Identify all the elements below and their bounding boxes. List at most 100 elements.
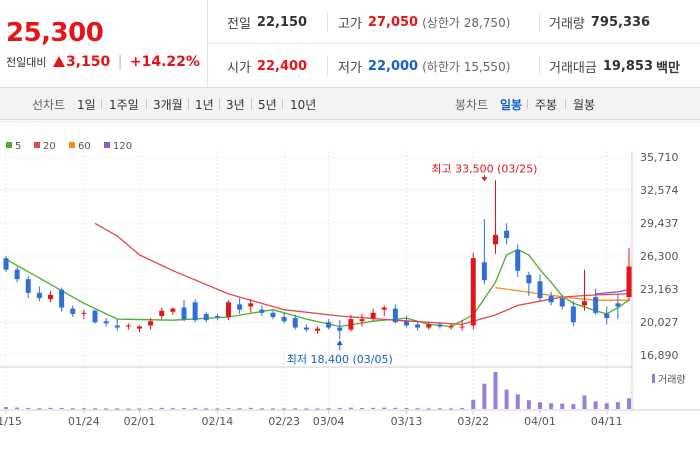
- volume-bar: [582, 395, 587, 409]
- volume-bar: [593, 401, 598, 409]
- y-tick-label: 35,710: [640, 151, 679, 164]
- candle-daily[interactable]: 일봉: [500, 98, 523, 112]
- candle-body: [270, 312, 276, 318]
- candle-body: [470, 258, 476, 326]
- candle-monthly[interactable]: 월봉: [573, 98, 596, 112]
- candle-body: [14, 269, 20, 280]
- volume-bar: [93, 408, 97, 410]
- volume-bar: [81, 408, 86, 410]
- candle-body: [203, 313, 209, 321]
- candle-body: [615, 303, 621, 307]
- divider: [327, 12, 328, 32]
- lower-limit: (하한가 15,550): [422, 59, 511, 74]
- period-3y[interactable]: 3년: [226, 98, 245, 112]
- prev-close-label: 전일: [227, 16, 251, 32]
- amount-value: 19,853: [602, 58, 654, 74]
- open-label: 시가: [227, 60, 251, 76]
- candle-body: [359, 319, 365, 322]
- candle-body: [604, 313, 610, 319]
- volume-bar: [360, 408, 364, 410]
- volume-label: 거래량: [549, 16, 585, 32]
- period-5y[interactable]: 5년: [258, 98, 277, 112]
- volume-bar: [549, 403, 554, 409]
- candle-body: [25, 279, 31, 293]
- x-tick-label: 02/01: [124, 415, 156, 428]
- legend-label-ma20: 20: [43, 141, 56, 152]
- legend-label-ma5: 5: [15, 141, 21, 152]
- candle-body: [70, 308, 76, 314]
- volume-bar: [526, 400, 531, 409]
- candle-body: [448, 326, 454, 328]
- divider: [327, 56, 328, 76]
- candle-body: [582, 301, 587, 306]
- candle-body: [248, 303, 254, 307]
- candle-body: [570, 306, 576, 323]
- period-1d[interactable]: 1일: [77, 98, 96, 112]
- candle-body: [493, 234, 498, 245]
- volume-bar: [627, 398, 631, 409]
- price-change: 전일대비 3,150 | +14.22%: [6, 54, 200, 70]
- period-10y[interactable]: 10년: [290, 98, 317, 112]
- candle-chart-title: 봉차트: [455, 98, 489, 112]
- candle-body: [3, 258, 9, 270]
- ma-line-120: [595, 289, 630, 295]
- amount-label: 거래대금: [549, 60, 597, 76]
- candle-body: [303, 327, 309, 330]
- volume-bar: [571, 404, 576, 409]
- volume-bar: [59, 408, 64, 410]
- ma-line-60: [495, 286, 629, 301]
- y-tick-label: 26,300: [640, 250, 679, 263]
- candle-body: [181, 307, 187, 320]
- quote-row-2: 시가 22,400 저가 22,000 (하한가 15,550) 거래대금 19…: [209, 44, 700, 88]
- candle-body: [192, 302, 198, 321]
- candle-body: [626, 266, 632, 298]
- candle-body: [348, 319, 354, 330]
- candle-body: [559, 298, 565, 307]
- legend-swatch-ma5: [6, 142, 12, 148]
- volume-bar: [337, 408, 342, 410]
- separator: [282, 99, 283, 109]
- candle-body: [426, 324, 432, 328]
- volume-bar: [126, 408, 131, 410]
- period-selector-bar: 선차트 1일 1주일 3개월 1년 3년 5년 10년 봉차트 일봉 주봉 월봉: [0, 88, 700, 120]
- volume-bar: [404, 408, 409, 410]
- candle-body: [337, 327, 343, 331]
- high-value: 27,050: [367, 14, 419, 30]
- volume-bar: [226, 408, 231, 410]
- candle-body: [593, 297, 599, 313]
- change-label: 전일대비: [6, 56, 47, 69]
- y-tick-label: 32,574: [640, 184, 679, 197]
- x-tick-label: 03/22: [457, 415, 489, 428]
- volume-bar: [449, 408, 453, 410]
- x-tick-label: 02/23: [268, 415, 300, 428]
- volume-bar: [304, 408, 309, 410]
- volume-bar: [482, 383, 487, 409]
- period-1y[interactable]: 1년: [195, 98, 214, 112]
- low-value: 22,000: [367, 58, 419, 74]
- candle-weekly[interactable]: 주봉: [535, 98, 558, 112]
- candle-body: [237, 304, 243, 310]
- volume-bar: [259, 408, 264, 410]
- x-tick-label: 04/01: [524, 415, 556, 428]
- candle-body: [159, 310, 165, 316]
- period-3m[interactable]: 3개월: [153, 98, 183, 112]
- legend-swatch-ma60: [69, 142, 75, 148]
- ma-legend: 5 20 60 120: [6, 141, 132, 152]
- candle-body: [114, 325, 120, 328]
- volume-bar: [248, 407, 253, 409]
- candles: [3, 180, 632, 340]
- volume-bar: [237, 408, 242, 410]
- candle-body: [214, 315, 220, 318]
- y-axis: 35,710 32,574 29,437 26,300 23,163 20,027 16,8…: [640, 151, 679, 362]
- volume-bar: [493, 372, 498, 409]
- divider: [539, 12, 540, 32]
- separator: [188, 99, 189, 109]
- candle-body: [415, 324, 421, 328]
- candle-body: [404, 321, 409, 326]
- volume-legend-swatch: [652, 374, 655, 383]
- volume-bar: [215, 408, 220, 410]
- period-1w[interactable]: 1주일: [109, 98, 139, 112]
- candle-body: [170, 308, 176, 312]
- open-value: 22,400: [256, 58, 308, 74]
- up-triangle-icon: [52, 56, 65, 67]
